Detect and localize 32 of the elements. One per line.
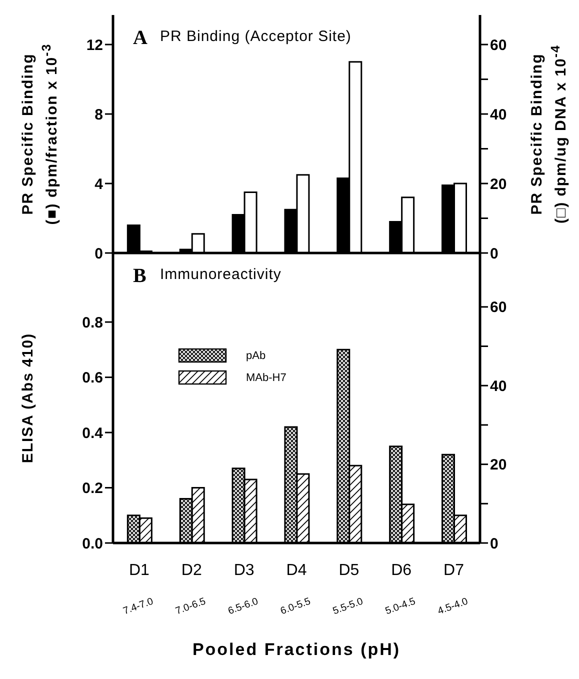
text: Immunoreactivity bbox=[160, 266, 282, 283]
y-axis-title: ELISA (Abs 410) bbox=[18, 332, 38, 464]
y2-tick-label: 60 bbox=[490, 299, 507, 316]
y2-tick-label: 20 bbox=[490, 456, 507, 474]
x-tick-label: D2 7.0-6.5 bbox=[174, 562, 208, 618]
x-tick-label: D7 4.5-4.0 bbox=[436, 562, 470, 618]
y2-tick-label: 40 bbox=[490, 106, 507, 124]
x-axis-title: Pooled Fractions (pH) bbox=[192, 640, 401, 660]
text: PR Binding (Acceptor Site) bbox=[160, 28, 352, 45]
y-tick-label: 0.6 bbox=[82, 370, 103, 387]
x-tick-label: D3 6.5-6.0 bbox=[226, 562, 260, 618]
y2-tick-label: 20 bbox=[490, 176, 507, 193]
annotation: B bbox=[133, 265, 146, 288]
y-tick-label: 0 bbox=[94, 245, 103, 262]
y-tick-label: 4 bbox=[94, 176, 104, 193]
y2-tick-label: 0 bbox=[490, 535, 498, 552]
x-tick-label: D4 6.0-5.5 bbox=[279, 562, 313, 618]
y2-tick-label: 60 bbox=[490, 36, 507, 54]
legend-label: MAb-H7 bbox=[246, 372, 286, 384]
y-tick-label: 0.2 bbox=[82, 480, 103, 498]
y-tick-label: 0.8 bbox=[82, 314, 103, 332]
y2-tick-label: 0 bbox=[490, 245, 498, 262]
x-tick-label: D1 7.4-7.0 bbox=[122, 562, 156, 618]
y-tick-label: 8 bbox=[94, 106, 103, 124]
y-tick-label: 0.4 bbox=[82, 424, 104, 442]
y-tick-label: 0.0 bbox=[82, 535, 103, 552]
annotation: A bbox=[133, 27, 148, 50]
x-tick-label: D5 5.5-5.0 bbox=[332, 562, 365, 618]
x-tick-label: D6 5.0-4.5 bbox=[384, 562, 418, 618]
y-tick-label: 12 bbox=[86, 36, 103, 54]
y2-tick-label: 40 bbox=[490, 378, 507, 395]
legend-label: pAb bbox=[246, 350, 266, 362]
